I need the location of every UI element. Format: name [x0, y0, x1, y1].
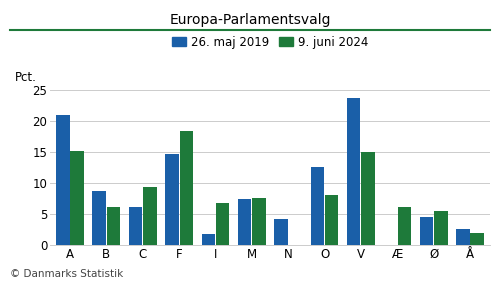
- Bar: [325, 195, 338, 245]
- Bar: [202, 233, 215, 245]
- Legend: 26. maj 2019, 9. juni 2024: 26. maj 2019, 9. juni 2024: [168, 31, 372, 54]
- Bar: [456, 229, 469, 245]
- Bar: [216, 202, 230, 245]
- Text: © Danmarks Statistik: © Danmarks Statistik: [10, 269, 123, 279]
- Bar: [165, 153, 178, 245]
- Text: Pct.: Pct.: [15, 71, 36, 84]
- Bar: [310, 167, 324, 245]
- Bar: [70, 151, 84, 245]
- Bar: [92, 191, 106, 245]
- Bar: [180, 131, 193, 245]
- Bar: [347, 98, 360, 245]
- Bar: [238, 199, 252, 245]
- Bar: [107, 207, 120, 245]
- Text: Europa-Parlamentsvalg: Europa-Parlamentsvalg: [169, 13, 331, 27]
- Bar: [252, 198, 266, 245]
- Bar: [420, 217, 433, 245]
- Bar: [434, 211, 448, 245]
- Bar: [398, 208, 411, 245]
- Bar: [362, 152, 375, 245]
- Bar: [56, 115, 70, 245]
- Bar: [274, 219, 287, 245]
- Bar: [143, 187, 156, 245]
- Bar: [129, 207, 142, 245]
- Bar: [470, 233, 484, 245]
